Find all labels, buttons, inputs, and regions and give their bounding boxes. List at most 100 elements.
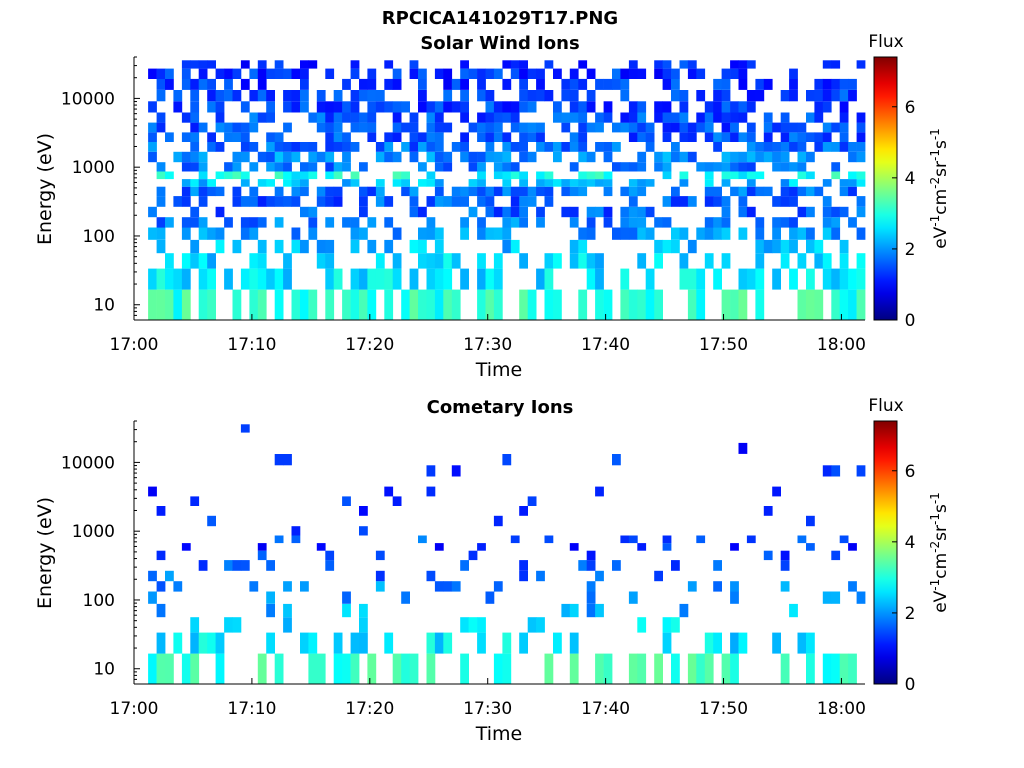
heatmap-cell — [392, 151, 402, 163]
heatmap-cell — [333, 132, 343, 142]
heatmap-cell — [814, 186, 824, 197]
heatmap-cell — [780, 112, 790, 123]
heatmap-cell — [240, 132, 250, 142]
heatmap-cell — [763, 122, 773, 133]
heatmap-cell — [780, 253, 790, 269]
heatmap-cell — [637, 68, 647, 79]
heatmap-cell — [198, 186, 208, 197]
heatmap-cell — [620, 68, 630, 79]
heatmap-cell — [274, 186, 284, 197]
heatmap-cell — [746, 142, 756, 152]
heatmap-cell — [569, 90, 579, 102]
heatmap-cell — [806, 171, 815, 180]
heatmap-cell — [418, 78, 427, 90]
heatmap-cell — [679, 112, 689, 123]
heatmap-cell — [679, 171, 689, 180]
heatmap-cell — [831, 60, 841, 69]
heatmap-cell — [696, 90, 706, 102]
heatmap-cell — [274, 217, 284, 228]
heatmap-cell — [620, 268, 630, 290]
heatmap-cell — [156, 68, 166, 79]
axes: 17:00 17:10 17:20 17:30 17:40 17:50 18:00 10 100… — [61, 56, 866, 355]
heatmap-cell — [687, 68, 697, 79]
heatmap-cell — [569, 217, 579, 228]
heatmap-cell — [198, 560, 208, 571]
heatmap-cell — [612, 560, 621, 571]
heatmap-cell — [519, 632, 528, 654]
heatmap-cell — [493, 581, 503, 592]
heatmap-cell — [359, 122, 368, 133]
heatmap-cell — [502, 78, 512, 90]
heatmap-cell — [173, 101, 183, 113]
heatmap-cell — [257, 68, 267, 79]
heatmap-cell — [232, 122, 242, 133]
heatmap-cell — [519, 132, 528, 142]
heatmap-cell — [687, 196, 697, 207]
heatmap-cell — [418, 101, 427, 113]
heatmap-cell — [780, 560, 790, 571]
heatmap-cell — [536, 132, 545, 142]
heatmap-cell — [856, 142, 866, 152]
heatmap-cell — [240, 101, 250, 113]
heatmap-cell — [848, 90, 857, 102]
heatmap-cell — [856, 179, 866, 187]
heatmap-cell — [426, 171, 436, 180]
heatmap-cell — [359, 186, 368, 197]
heatmap-cell — [595, 653, 604, 684]
heatmap-cell — [333, 268, 343, 290]
heatmap-cell — [165, 78, 174, 90]
heatmap-cell — [536, 570, 545, 582]
heatmap-cell — [384, 289, 394, 320]
heatmap-cell — [856, 60, 866, 69]
heatmap-cell — [291, 90, 301, 102]
heatmap-cell — [696, 535, 706, 544]
heatmap-cell — [156, 603, 166, 618]
heatmap-cell — [789, 603, 798, 618]
heatmap-cell — [561, 142, 571, 152]
heatmap-cell — [443, 90, 453, 102]
heatmap-cell — [215, 239, 225, 254]
heatmap-cell — [671, 196, 680, 207]
heatmap-cell — [409, 289, 419, 320]
heatmap-cell — [763, 132, 773, 142]
heatmap-cell — [856, 132, 866, 142]
heatmap-cell — [249, 268, 259, 290]
heatmap-cell — [291, 227, 301, 240]
heatmap-cell — [434, 122, 444, 133]
heatmap-cell — [755, 217, 765, 228]
heatmap-cell — [620, 186, 630, 197]
heatmap-cell — [738, 268, 748, 290]
heatmap-cell — [165, 217, 174, 228]
heatmap-cell — [359, 162, 368, 172]
heatmap-cell — [553, 68, 562, 79]
heatmap-cell — [477, 179, 486, 187]
heatmap-cell — [325, 151, 335, 163]
heatmap-cell — [654, 570, 663, 582]
heatmap-cell — [814, 101, 824, 113]
heatmap-cell — [283, 162, 292, 172]
heatmap-cell — [755, 253, 765, 269]
heatmap-cell — [460, 196, 469, 207]
heatmap-cell — [308, 653, 318, 684]
heatmap-cell — [300, 68, 309, 79]
heatmap-cell — [283, 617, 292, 633]
heatmap-cell — [485, 196, 495, 207]
heatmap-cell — [190, 151, 200, 163]
heatmap-cell — [831, 289, 841, 320]
heatmap-cell — [434, 186, 444, 197]
heatmap-cell — [198, 78, 208, 90]
heatmap-cell — [679, 227, 689, 240]
heatmap-cell — [645, 227, 655, 240]
heatmap-cell — [190, 617, 200, 633]
heatmap-cell — [375, 151, 385, 163]
heatmap-cell — [291, 171, 301, 180]
heatmap-cell — [671, 653, 680, 684]
heatmap-cell — [730, 632, 739, 654]
x-tick-label: 17:40 — [581, 335, 630, 355]
heatmap-cell — [207, 142, 216, 152]
heatmap-cell — [468, 162, 478, 172]
heatmap-cell — [418, 162, 427, 172]
heatmap-cell — [553, 101, 562, 113]
heatmap-cell — [603, 142, 613, 152]
heatmap-cell — [451, 78, 461, 90]
